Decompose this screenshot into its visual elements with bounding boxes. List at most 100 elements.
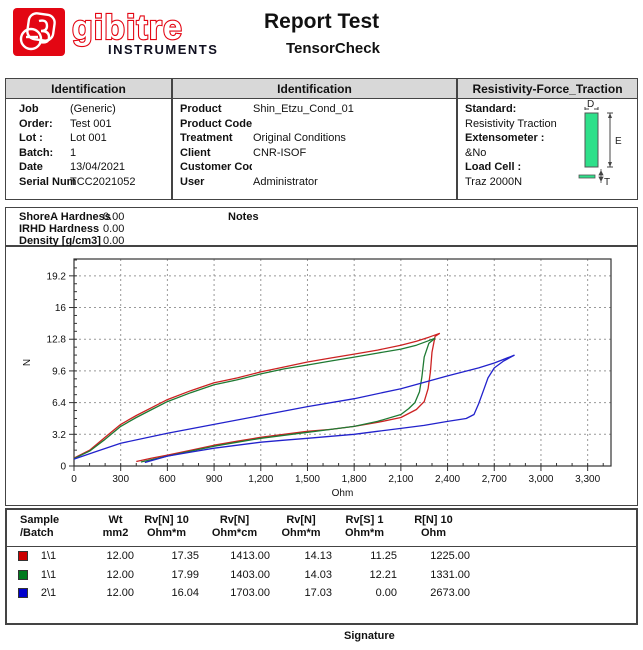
identification-left-label: Job — [19, 103, 39, 115]
svg-text:3,300: 3,300 — [575, 474, 600, 485]
results-value: 1413.00 — [230, 550, 270, 563]
identification-left-row: Job (Generic) — [6, 102, 171, 117]
identification-middle-row: Treatment Original Conditions — [173, 131, 456, 146]
svg-text:600: 600 — [159, 474, 176, 485]
svg-text:E: E — [615, 136, 622, 147]
identification-middle-value: Original Conditions — [253, 132, 346, 144]
identification-left-label: Order: — [19, 117, 53, 130]
svg-text:0: 0 — [71, 474, 77, 485]
identification-left-label: Batch: — [19, 146, 54, 159]
svg-text:0: 0 — [60, 462, 66, 473]
identification-middle-label: Treatment — [180, 132, 233, 144]
identification-left-value: TCC2021052 — [70, 175, 136, 188]
resistivity-line: Traz 2000N — [465, 175, 523, 188]
hardness-body: ShoreA Hardness 0.00 IRHD Hardness 0.00 Dens… — [6, 208, 637, 247]
results-value: 16.04 — [171, 587, 199, 600]
results-header-cell: Rv[N] 10 Ohm*m — [144, 514, 189, 539]
results-sample: 1\1 — [40, 550, 57, 563]
notes-label: Notes — [228, 211, 259, 223]
results-sample: 1\1 — [40, 568, 57, 581]
identification-left-row: Lot : Lot 001 — [6, 131, 171, 146]
identification-left-row: Order: Test 001 — [6, 117, 171, 132]
identification-middle-row: Product Code — [173, 117, 456, 132]
svg-text:Ohm: Ohm — [332, 488, 354, 499]
resistivity-line: Extensometer : — [465, 132, 545, 144]
brand-text: gibitre — [72, 9, 183, 47]
svg-text:1,500: 1,500 — [295, 474, 320, 485]
chart-section: 0 300 600 900 1,200 1,500 1,800 2,100 2,400 2,700… — [5, 246, 638, 506]
sample-color-swatch — [18, 551, 28, 562]
identification-middle-value: CNR-ISOF — [253, 146, 307, 159]
identification-left-body: Job (Generic) Order: Test 001 Lot : Lot 001 Ba… — [6, 99, 171, 189]
identification-left-value: Lot 001 — [70, 132, 107, 144]
results-header-cell: Sample /Batch — [20, 514, 60, 539]
identification-left-row: Serial NumberTCC2021052 — [6, 175, 171, 190]
resistivity-line: &No — [465, 146, 487, 159]
identification-middle-title: Identification — [173, 79, 456, 99]
results-value: 1331.00 — [430, 568, 470, 581]
results-value: 17.35 — [171, 550, 199, 563]
identification-middle-row: User Administrator — [173, 175, 456, 190]
hardness-label: Density [g/cm3] — [19, 235, 101, 247]
identification-left-title: Identification — [6, 79, 171, 99]
specimen-diagram: D E T — [578, 99, 622, 188]
results-value: 12.00 — [106, 568, 134, 581]
results-header-cell: Rv[N] Ohm*m — [281, 514, 321, 539]
svg-text:2,100: 2,100 — [388, 474, 413, 485]
identification-left-label: Serial Number — [19, 175, 77, 188]
results-value: 14.03 — [304, 568, 332, 581]
chart-series — [140, 337, 436, 463]
results-header-cell: Wt mm2 — [102, 514, 129, 539]
identification-middle-body: Product Shin_Etzu_Cond_01 Product Code Trea… — [173, 99, 456, 189]
chart-series — [73, 354, 515, 460]
hardness-row: ShoreA Hardness 0.00 — [6, 211, 637, 223]
results-row: 1\1 12.00 17.99 1403.00 14.03 12.21 1331.00 — [7, 566, 636, 585]
identification-left-label: Date — [19, 161, 43, 173]
svg-text:900: 900 — [206, 474, 223, 485]
results-row: 2\1 12.00 16.04 1703.00 17.03 0.00 2673.00 — [7, 584, 636, 603]
results-value: 11.25 — [370, 550, 397, 563]
gibitre-wordmark: gibitre INSTRUMENTS — [71, 8, 218, 57]
results-value: 0.00 — [375, 587, 397, 600]
chart-series — [73, 332, 441, 459]
results-value: 17.03 — [304, 587, 332, 600]
page-subtitle: TensorCheck — [286, 40, 380, 57]
sample-color-swatch — [18, 588, 28, 599]
identification-left-row: Batch: 1 — [6, 146, 171, 161]
results-value: 1403.00 — [230, 568, 270, 581]
identification-left-value: 13/04/2021 — [70, 161, 126, 173]
svg-text:INSTRUMENTS: INSTRUMENTS — [108, 42, 218, 57]
gibitre-logo-icon — [13, 8, 65, 56]
identification-middle-label: Customer Cod — [180, 161, 252, 173]
svg-text:3,000: 3,000 — [528, 474, 553, 485]
results-header-cell: R[N] 10 Ohm — [414, 514, 453, 539]
svg-text:2,700: 2,700 — [482, 474, 507, 485]
svg-text:300: 300 — [112, 474, 129, 485]
results-swatch-cell — [7, 551, 30, 562]
results-table: Sample /Batch Wt mm2 Rv[N] 10 Ohm*m Rv[N] O… — [5, 508, 638, 625]
resistivity-box-title: Resistivity-Force_Traction — [458, 79, 637, 99]
results-value: 12.21 — [369, 568, 397, 581]
svg-text:6.4: 6.4 — [52, 398, 66, 409]
chart-series — [144, 354, 515, 464]
identification-middle-row: Customer Cod — [173, 160, 456, 175]
resistivity-box: Resistivity-Force_Traction Standard: Resi… — [457, 78, 638, 200]
hardness-row: IRHD Hardness 0.00 — [6, 223, 637, 235]
svg-text:D: D — [587, 99, 594, 110]
identification-middle-label: Product Code — [180, 117, 252, 130]
results-header-cell: Rv[N] Ohm*cm — [211, 514, 258, 539]
identification-middle-value: Administrator — [253, 175, 318, 188]
sample-color-swatch — [18, 569, 28, 580]
resistivity-line: Load Cell : — [465, 161, 522, 173]
hardness-label: IRHD Hardness — [19, 223, 100, 235]
svg-text:N: N — [22, 359, 33, 366]
identification-middle-value: Shin_Etzu_Cond_01 — [253, 103, 354, 115]
svg-text:1,200: 1,200 — [248, 474, 273, 485]
results-row: 1\1 12.00 17.35 1413.00 14.13 11.25 1225.00 — [7, 547, 636, 566]
identification-middle-label: Product — [180, 103, 222, 115]
results-table-rows: 1\1 12.00 17.35 1413.00 14.13 11.25 1225.00 1\1… — [7, 547, 636, 603]
identification-middle-row: Product Shin_Etzu_Cond_01 — [173, 102, 456, 117]
resistivity-force-chart: 0 300 600 900 1,200 1,500 1,800 2,100 2,400 2,700… — [22, 258, 612, 499]
signature-label: Signature — [344, 630, 395, 642]
